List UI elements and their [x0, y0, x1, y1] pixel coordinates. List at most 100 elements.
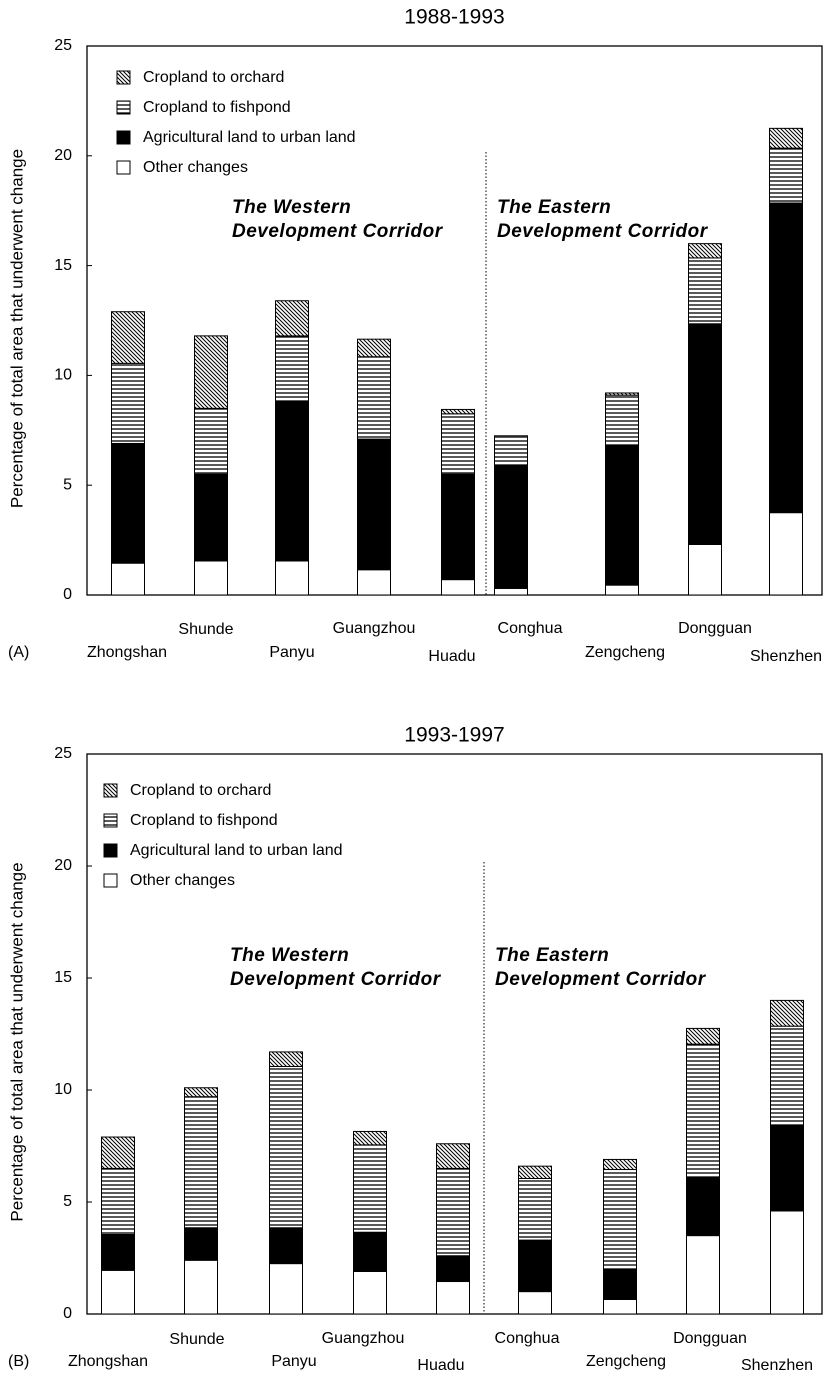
x-tick-label: Shunde [169, 1331, 224, 1348]
bar-segment [686, 1235, 720, 1315]
bar-segment [688, 243, 722, 259]
bar-segment [194, 335, 228, 409]
legend-label: Cropland to fishpond [130, 812, 278, 829]
bar-segment [605, 394, 639, 447]
bar-segment [194, 560, 228, 596]
legend-label: Other changes [130, 872, 235, 889]
bar-segment [111, 311, 145, 364]
legend-swatch [103, 873, 118, 888]
legend-label: Cropland to orchard [143, 69, 284, 86]
x-tick-label: Shenzhen [750, 648, 822, 665]
y-axis-label: Percentage of total area that underwent … [7, 862, 26, 1221]
x-tick-label: Zengcheng [586, 1353, 666, 1370]
bar-segment [184, 1087, 218, 1098]
bar-segment [357, 438, 391, 571]
x-tick-label: Conghua [495, 1330, 560, 1347]
corridor-annotation: Development Corridor [232, 221, 444, 242]
bar-segment [269, 1263, 303, 1315]
bar-segment [101, 1167, 135, 1235]
x-tick-label: Guangzhou [322, 1330, 405, 1347]
y-tick-label: 15 [54, 969, 72, 986]
y-tick-label: 20 [54, 147, 72, 164]
corridor-annotation: The Western [230, 945, 349, 966]
bar-segment [769, 202, 803, 514]
bar-segment [101, 1269, 135, 1315]
bar-segment [436, 1167, 470, 1257]
bar-segment [769, 147, 803, 204]
corridor-annotation: The Western [232, 197, 351, 218]
bar-segment [518, 1239, 552, 1293]
legend-label: Agricultural land to urban land [130, 842, 343, 859]
x-tick-label: Huadu [428, 648, 475, 665]
x-tick-label: Shunde [178, 621, 233, 638]
y-tick-label: 10 [54, 1081, 72, 1098]
x-tick-label: Conghua [498, 620, 563, 637]
bar-segment [441, 473, 475, 581]
bar-segment [441, 413, 475, 475]
bar-segment [518, 1177, 552, 1241]
legend-label: Cropland to fishpond [143, 99, 291, 116]
bar-segment [353, 1231, 387, 1272]
y-tick-label: 25 [54, 745, 72, 762]
bar-segment [436, 1281, 470, 1315]
legend-label: Other changes [143, 159, 248, 176]
x-tick-label: Zhongshan [68, 1353, 148, 1370]
bar-segment [686, 1176, 720, 1237]
bar-segment [353, 1270, 387, 1315]
bar-segment [275, 300, 309, 337]
legend-label: Cropland to orchard [130, 782, 271, 799]
bar-segment [603, 1268, 637, 1300]
corridor-annotation: Development Corridor [230, 969, 442, 990]
legend-swatch [116, 100, 131, 115]
legend-swatch [103, 783, 118, 798]
bar-segment [441, 579, 475, 596]
bar-segment [275, 335, 309, 403]
bar-segment [603, 1158, 637, 1171]
legend-swatch [103, 813, 118, 828]
legend-swatch [116, 70, 131, 85]
bar-segment [770, 1210, 804, 1315]
legend-swatch [116, 130, 131, 145]
bar-segment [357, 338, 391, 358]
bar-segment [605, 584, 639, 596]
corridor-annotation: The Eastern [495, 945, 609, 966]
y-tick-label: 20 [54, 857, 72, 874]
legend-swatch [116, 160, 131, 175]
bar-segment [518, 1291, 552, 1315]
bar-segment [111, 562, 145, 596]
bar-segment [184, 1096, 218, 1229]
x-tick-label: Zengcheng [585, 644, 665, 661]
corridor-annotation: Development Corridor [497, 221, 709, 242]
bar-segment [605, 392, 639, 396]
y-tick-label: 5 [63, 1193, 72, 1210]
bar-segment [111, 442, 145, 564]
corridor-annotation: The Eastern [497, 197, 611, 218]
y-tick-label: 5 [63, 476, 72, 493]
bar-segment [269, 1065, 303, 1229]
bar-segment [194, 473, 228, 562]
y-tick-label: 10 [54, 367, 72, 384]
bar-segment [184, 1227, 218, 1261]
bar-segment [769, 512, 803, 596]
bar-segment [605, 445, 639, 586]
y-tick-label: 25 [54, 37, 72, 54]
bar-segment [441, 408, 475, 415]
x-tick-label: Dongguan [673, 1330, 747, 1347]
y-tick-label: 15 [54, 257, 72, 274]
bar-segment [688, 257, 722, 325]
bar-segment [194, 407, 228, 475]
y-tick-label: 0 [63, 586, 72, 603]
bar-segment [494, 464, 528, 589]
bar-segment [688, 543, 722, 596]
bar-segment [686, 1043, 720, 1178]
bar-segment [603, 1169, 637, 1270]
bar-segment [269, 1051, 303, 1067]
bar-segment [353, 1130, 387, 1146]
bar-segment [769, 127, 803, 149]
bar-segment [101, 1136, 135, 1169]
bar-segment [770, 1125, 804, 1212]
bar-segment [494, 587, 528, 596]
legend-label: Agricultural land to urban land [143, 129, 356, 146]
bar-segment [603, 1298, 637, 1315]
bar-segment [353, 1144, 387, 1233]
